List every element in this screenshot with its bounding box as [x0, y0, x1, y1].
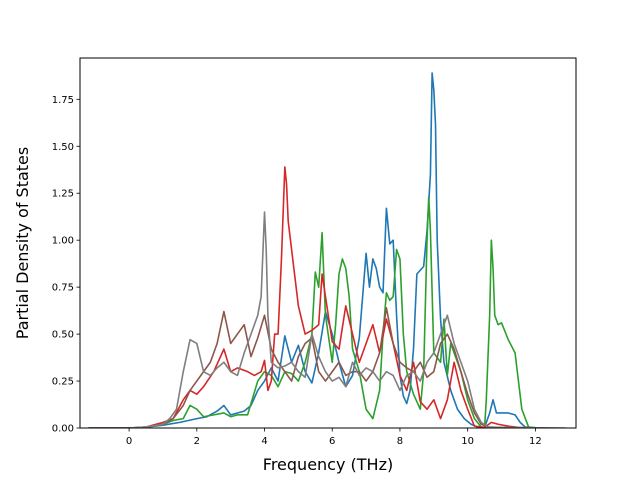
plot-area [80, 58, 576, 428]
y-axis-ticks: 0.00 0.25 0.50 0.75 1.00 1.25 1.50 1.75 [52, 95, 80, 435]
y-tick-label: 0.50 [52, 330, 74, 341]
series-line-5 [88, 211, 566, 428]
series-layer [88, 72, 566, 428]
x-tick-label: 0 [126, 436, 132, 447]
x-tick-label: 12 [529, 436, 542, 447]
y-tick-label: 1.50 [52, 142, 74, 153]
x-axis-ticks: 0 2 4 6 8 10 12 [126, 428, 542, 447]
x-tick-label: 10 [461, 436, 474, 447]
x-tick-label: 4 [261, 436, 267, 447]
series-line-4 [88, 307, 539, 428]
y-tick-label: 0.75 [52, 283, 74, 294]
y-tick-label: 1.00 [52, 236, 74, 247]
x-tick-label: 8 [397, 436, 403, 447]
series-line-3 [88, 166, 539, 428]
series-line-2 [88, 196, 539, 428]
y-axis-label: Partial Density of States [13, 147, 32, 339]
x-axis-label: Frequency (THz) [263, 455, 393, 474]
y-tick-label: 0.00 [52, 424, 74, 435]
x-tick-label: 6 [329, 436, 335, 447]
x-tick-label: 2 [194, 436, 200, 447]
y-tick-label: 1.75 [52, 95, 74, 106]
plot-frame [79, 57, 577, 429]
y-tick-label: 1.25 [52, 189, 74, 200]
y-tick-label: 0.25 [52, 377, 74, 388]
series-line-1 [88, 72, 539, 428]
